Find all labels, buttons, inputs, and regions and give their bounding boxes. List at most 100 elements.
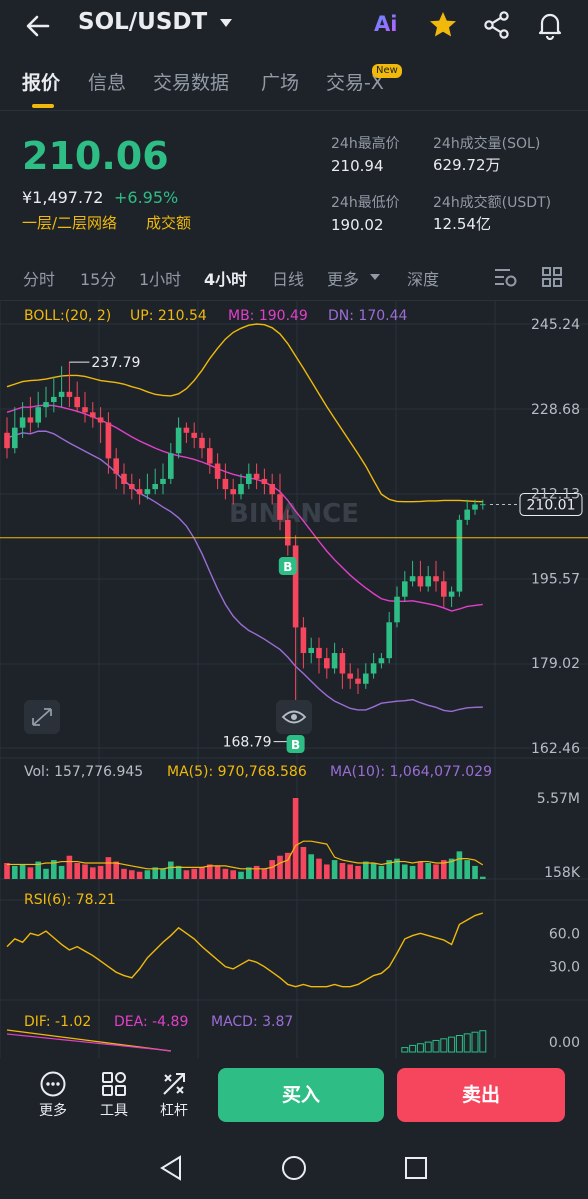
candle [386, 622, 392, 659]
volume-bar [417, 861, 424, 879]
interval-depth[interactable]: 深度 [407, 270, 440, 289]
tab-quote[interactable]: 报价 [22, 72, 61, 94]
interval-4h[interactable]: 4小时 [204, 270, 248, 289]
candle [4, 432, 10, 449]
candle [363, 673, 369, 684]
volume-bar [331, 860, 338, 879]
volume-bar [324, 864, 330, 879]
candle [316, 647, 322, 659]
candle [97, 417, 104, 423]
nav-home-icon[interactable] [282, 1156, 306, 1180]
candle [324, 658, 330, 669]
cny-price: ¥1,497.72 [22, 188, 104, 207]
new-badge: New [372, 64, 402, 78]
buy-marker [278, 557, 297, 575]
boll-mb-label: MB: 190.49 [228, 308, 308, 324]
price-chart[interactable]: BINANCE 210.01 237.79 168.79 B B BOLL:(20, 2… [0, 300, 588, 1058]
tab-trade-x[interactable]: 交易-X [326, 72, 384, 94]
interval-15m[interactable]: 15分 [80, 270, 117, 289]
candle [12, 427, 18, 449]
macd-bar [409, 1044, 417, 1053]
volume-bar [386, 860, 392, 879]
tab-square[interactable]: 广场 [261, 72, 300, 94]
current-price-label: 210.01 [527, 497, 576, 513]
candle [370, 663, 377, 674]
volume-bar [175, 865, 182, 879]
bell-icon[interactable] [535, 10, 565, 40]
candle [277, 494, 283, 520]
candle [331, 653, 338, 669]
tab-trading-data[interactable]: 交易数据 [153, 72, 230, 94]
rsi-tick: 60.0 [549, 926, 580, 942]
volume-bar [316, 858, 322, 879]
volume-ma10-label: MA(10): 1,064,077.029 [330, 764, 492, 780]
interval-1d[interactable]: 日线 [272, 270, 305, 289]
leverage-button[interactable]: 杠杆 [152, 1070, 196, 1120]
candle [292, 545, 299, 628]
tab-info[interactable]: 信息 [88, 72, 127, 94]
candle [355, 678, 361, 684]
share-icon[interactable] [482, 10, 512, 40]
leverage-icon [163, 1073, 185, 1095]
tools-button[interactable]: 工具 [92, 1070, 136, 1120]
macd-bar [471, 1031, 479, 1053]
candle [261, 478, 268, 485]
sell-button[interactable]: 卖出 [397, 1068, 565, 1122]
nav-back-icon[interactable] [160, 1155, 181, 1181]
star-icon[interactable] [428, 10, 458, 40]
macd-zero-tick: 0.00 [549, 1035, 580, 1051]
rsi-axis: 60.0 30.0 [549, 926, 580, 975]
candle [113, 458, 119, 474]
interval-line[interactable]: 分时 [23, 270, 56, 289]
visibility-toggle[interactable] [276, 700, 312, 734]
volume-bar [456, 851, 463, 879]
price-tick: 195.57 [531, 571, 580, 587]
volume-bar [269, 860, 275, 879]
nav-recents-icon[interactable] [405, 1157, 427, 1179]
volume-axis: 5.57M 158K [537, 791, 581, 881]
volume-bar [129, 870, 135, 879]
back-arrow-icon[interactable] [22, 10, 54, 42]
candle [409, 576, 416, 582]
macd-bar [424, 1041, 432, 1053]
interval-more[interactable]: 更多 [327, 270, 360, 289]
pair-title[interactable]: SOL/USDT [78, 9, 208, 35]
volume-bar [355, 865, 361, 879]
buy-button[interactable]: 买入 [218, 1068, 384, 1122]
volume-bar [246, 867, 252, 879]
volume-bar [74, 863, 80, 879]
chevron-down-icon[interactable] [218, 16, 234, 30]
interval-1h[interactable]: 1小时 [139, 270, 182, 289]
fullscreen-button[interactable] [24, 700, 60, 734]
volume-bar [472, 865, 478, 879]
candle [152, 484, 158, 490]
indicator-settings-icon[interactable] [494, 266, 518, 288]
volume-bar [66, 855, 73, 879]
boll-dn-label: DN: 170.44 [328, 308, 407, 324]
volume-bar [253, 865, 260, 879]
candle [285, 519, 291, 546]
more-button[interactable]: 更多 [31, 1070, 75, 1120]
caret-down-icon[interactable] [369, 272, 381, 282]
candle [417, 576, 424, 587]
category-tag-layer-network[interactable]: 一层/二层网络 [22, 214, 118, 232]
volume-bar [425, 863, 431, 879]
volume-bar [363, 861, 369, 879]
expand-icon [32, 708, 52, 726]
candles [4, 362, 486, 716]
candle [136, 489, 143, 495]
candle [175, 427, 182, 454]
volume-ma5-label: MA(5): 970,768.586 [167, 764, 307, 780]
candle [214, 463, 221, 479]
category-tag-volume[interactable]: 成交额 [146, 214, 192, 232]
volume-bar [238, 871, 244, 879]
volume-bar [347, 864, 353, 879]
ai-icon[interactable]: Ai [374, 12, 397, 36]
tools-icon [102, 1072, 126, 1096]
macd-bar [479, 1030, 487, 1053]
candle [402, 581, 408, 597]
grid-layout-icon[interactable] [541, 266, 563, 288]
volume-bar [409, 865, 416, 879]
candle [448, 591, 455, 597]
candle [74, 396, 80, 408]
